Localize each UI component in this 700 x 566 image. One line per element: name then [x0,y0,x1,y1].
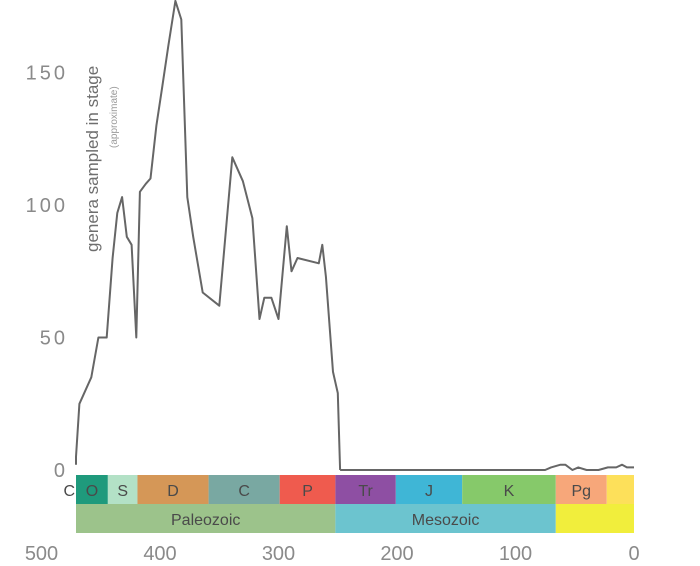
x-tick-label: 200 [380,543,413,565]
era-block [335,504,556,533]
period-block [462,475,556,504]
y-tick-label: 50 [40,328,68,350]
x-tick-label: 500 [25,543,58,565]
y-tick-labels: 0 50 100 150 [26,63,68,483]
series-line-1 [75,0,342,471]
period-label: D [167,483,179,500]
period-bar: CmOSDCPTrJKPg [64,475,634,504]
period-block [335,475,396,504]
period-block [279,475,336,504]
period-label: Tr [358,483,373,500]
x-tick-labels: 500 400 300 200 100 0 [25,543,640,565]
x-tick-label: 100 [499,543,532,565]
era-bar: Paleozoic Mesozoic [76,504,634,533]
y-axis-label-group: genera sampled in stage (approximate) [83,66,120,252]
period-label: Pg [571,483,591,500]
era-label: Paleozoic [171,512,240,529]
period-label: P [302,483,313,500]
period-block [606,475,634,504]
x-tick-label: 0 [628,543,639,565]
x-tick-label: 400 [143,543,176,565]
series-lines [75,0,634,471]
period-block [107,475,138,504]
period-label: C [238,483,250,500]
period-label: S [117,483,128,500]
era-block [555,504,634,533]
period-label: J [425,483,433,500]
period-block [76,475,108,504]
era-label: Mesozoic [412,512,480,529]
series-line-2 [340,463,634,471]
era-block [76,504,336,533]
period-block [137,475,209,504]
y-tick-label: 0 [54,460,68,482]
x-tick-label: 300 [262,543,295,565]
y-axis-label-note: (approximate) [109,86,120,148]
period-block [555,475,607,504]
y-axis-label: genera sampled in stage [83,66,102,252]
y-tick-label: 100 [26,195,68,217]
period-block [395,475,463,504]
period-label: K [504,483,515,500]
y-tick-label: 150 [26,63,68,85]
period-label: O [86,483,98,500]
period-block [208,475,280,504]
